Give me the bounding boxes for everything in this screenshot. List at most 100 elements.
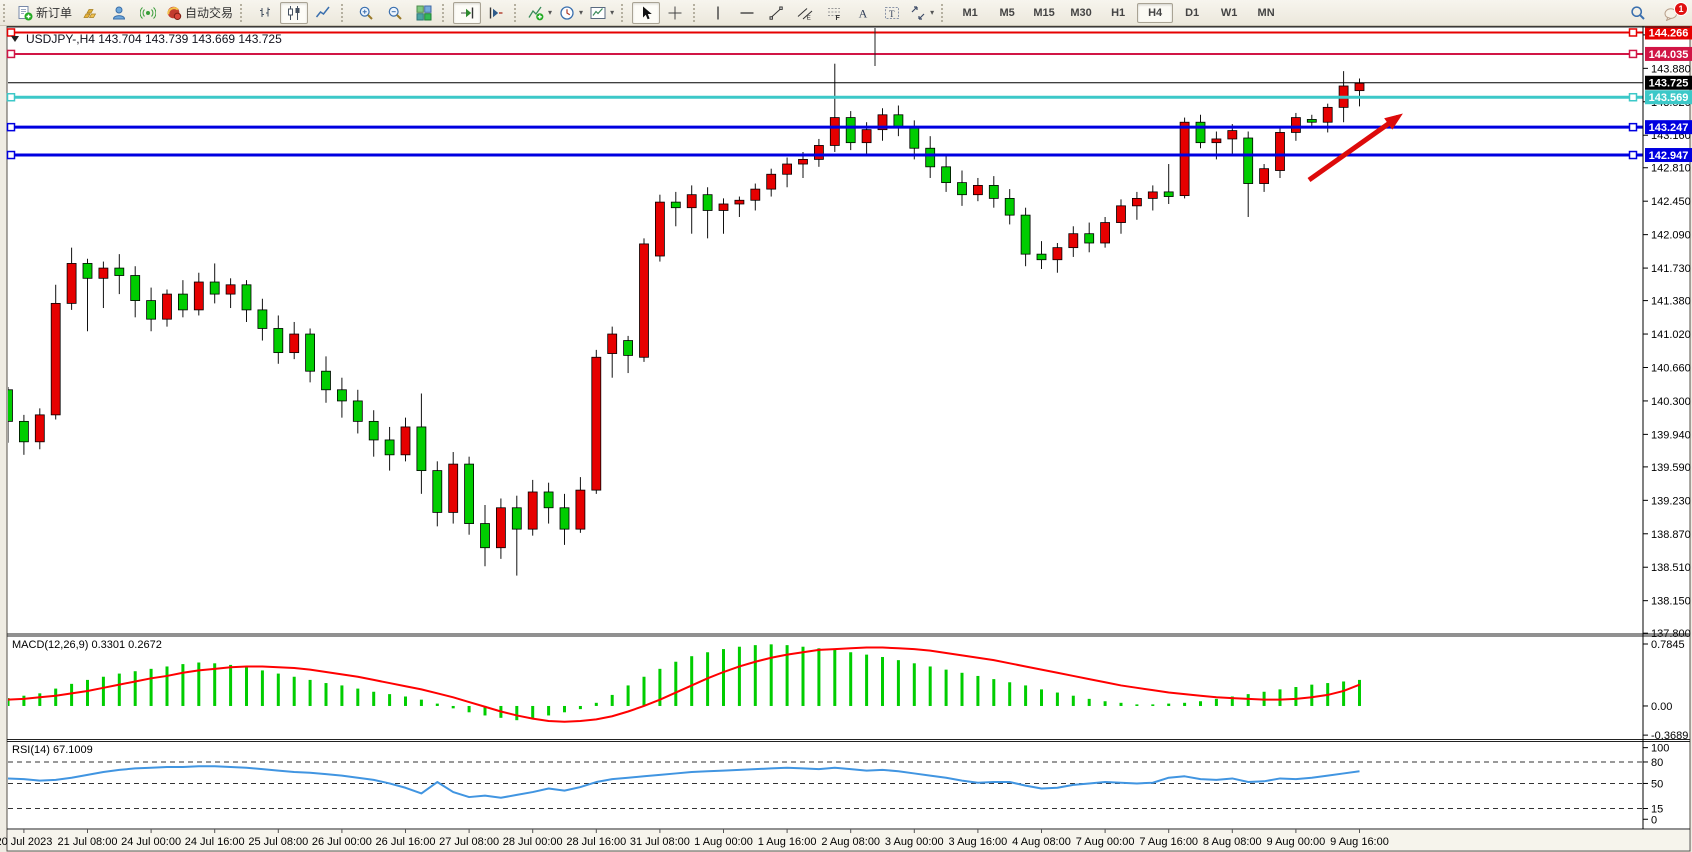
candle-bearish [1020, 214, 1031, 255]
hline-handle[interactable] [6, 28, 16, 37]
toolbar-grip [442, 3, 449, 22]
price-tick-label: 140.660 [1651, 362, 1691, 374]
periods-dropdown-caret[interactable]: ▾ [579, 8, 584, 17]
price-tick-label: 139.590 [1651, 462, 1691, 474]
time-label: 9 Aug 16:00 [1330, 836, 1389, 848]
toolbar-grip [514, 3, 521, 22]
new-order-button[interactable]: 新订单 [14, 2, 75, 24]
trend-arrow-head[interactable] [1384, 113, 1403, 130]
candle-chart-button[interactable] [280, 1, 309, 24]
hline-handle[interactable] [6, 92, 16, 102]
trend-arrow[interactable] [1307, 114, 1400, 183]
zoom-in-icon [359, 6, 373, 20]
hline-handle[interactable] [1628, 150, 1638, 160]
macd-histogram-bar [54, 688, 58, 706]
macd-histogram-bar [1008, 682, 1012, 706]
price-tick-label: 142.810 [1651, 163, 1691, 175]
candles-layer [8, 63, 1365, 576]
candle-bullish [861, 129, 872, 144]
candle-bullish [225, 284, 236, 295]
price-tick-label: 141.020 [1651, 329, 1691, 341]
macd-tick-label: 0.00 [1651, 701, 1672, 713]
time-label: 1 Aug 16:00 [758, 836, 817, 848]
macd-histogram-bar [149, 668, 153, 706]
tf-m15-button[interactable]: M15 [1026, 3, 1062, 23]
hline-handle[interactable] [6, 150, 16, 160]
cursor-button[interactable] [632, 1, 661, 24]
candle-bullish [50, 302, 61, 416]
signals-button[interactable] [134, 2, 162, 24]
hline-handle[interactable] [1628, 49, 1638, 59]
rsi-tick-label: 100 [1651, 743, 1669, 755]
crosshair-button[interactable] [661, 2, 689, 24]
macd-histogram-bar [563, 705, 566, 713]
vertical-line-button[interactable] [704, 2, 732, 24]
macd-histogram-bar [928, 666, 932, 706]
tf-m5-button[interactable]: M5 [989, 3, 1025, 23]
text-button[interactable]: A [849, 2, 877, 24]
notification-badge: 1 [1674, 1, 1688, 16]
templates-dropdown-caret[interactable]: ▾ [610, 8, 615, 17]
tf-w1-button[interactable]: W1 [1211, 3, 1247, 23]
tf-d1-button[interactable]: D1 [1174, 3, 1210, 23]
tf-m1-button[interactable]: M1 [952, 3, 988, 23]
macd-layer [8, 644, 1361, 723]
arrows-button[interactable]: ▾ [907, 2, 937, 24]
equidistant-channel-button[interactable]: E [791, 2, 819, 24]
search-button[interactable] [1624, 2, 1652, 24]
charts-gold-button[interactable] [76, 2, 104, 24]
candle-bearish [241, 284, 252, 311]
svg-text:T: T [889, 8, 895, 18]
arrows-dropdown-caret[interactable]: ▾ [930, 8, 935, 17]
macd-histogram-bar [229, 664, 233, 706]
candle-bullish [66, 263, 77, 304]
notifications-button[interactable]: 1 [1658, 1, 1688, 24]
macd-histogram-bar [1183, 702, 1187, 706]
zoom-in-button[interactable] [352, 2, 380, 24]
candle-bearish [925, 147, 936, 168]
fibonacci-button[interactable]: F [820, 2, 848, 24]
macd-histogram-bar [753, 645, 757, 706]
rsi-line [8, 765, 1360, 799]
hline-handle[interactable] [1628, 28, 1638, 37]
hline-handle[interactable] [1628, 122, 1638, 132]
indicators-dropdown-caret[interactable]: ▾ [548, 8, 553, 17]
tf-h1-button[interactable]: H1 [1100, 3, 1136, 23]
candle-bullish [1259, 168, 1269, 184]
indicators-button[interactable]: ▾ [525, 2, 555, 24]
hline-handle[interactable] [6, 122, 16, 132]
time-label: 26 Jul 00:00 [312, 836, 372, 848]
hline-handle[interactable] [1628, 92, 1638, 102]
macd-histogram-bar [944, 669, 948, 706]
macd-histogram-bar [276, 673, 280, 706]
candle-bullish [750, 188, 761, 201]
profile-button[interactable] [105, 2, 133, 24]
tile-windows-button[interactable] [410, 2, 438, 24]
horizontal-line-button[interactable] [733, 2, 761, 24]
chart-title: USDJPY-,H4 143.704 143.739 143.669 143.7… [26, 32, 282, 46]
bar-chart-icon [260, 7, 271, 17]
candle-bullish [1291, 117, 1301, 133]
macd-histogram-bar [260, 670, 264, 706]
tf-d1-label: D1 [1185, 6, 1200, 19]
autotrading-button[interactable]: 自动交易 [163, 2, 236, 24]
text-label-icon: T [885, 6, 900, 19]
tf-h4-button[interactable]: H4 [1137, 2, 1174, 23]
macd-histogram-bar [515, 705, 519, 721]
tf-m30-button[interactable]: M30 [1063, 3, 1099, 23]
candle-bearish [941, 166, 951, 184]
periods-button[interactable]: ▾ [556, 2, 586, 24]
templates-button[interactable]: ▾ [587, 2, 617, 24]
macd-histogram-bar [435, 703, 439, 706]
trendline-button[interactable] [762, 2, 790, 24]
hline-handle[interactable] [6, 49, 16, 59]
auto-scroll-button[interactable] [453, 1, 482, 24]
bar-chart-button[interactable] [251, 2, 279, 24]
macd-histogram-bar [70, 683, 74, 706]
zoom-out-button[interactable] [381, 2, 409, 24]
line-chart-button[interactable] [309, 2, 337, 24]
chart-shift-button[interactable] [482, 2, 510, 24]
rsi-tick-label: 0 [1651, 814, 1657, 826]
tf-mn-button[interactable]: MN [1248, 3, 1284, 23]
text-label-button[interactable]: T [878, 2, 906, 24]
